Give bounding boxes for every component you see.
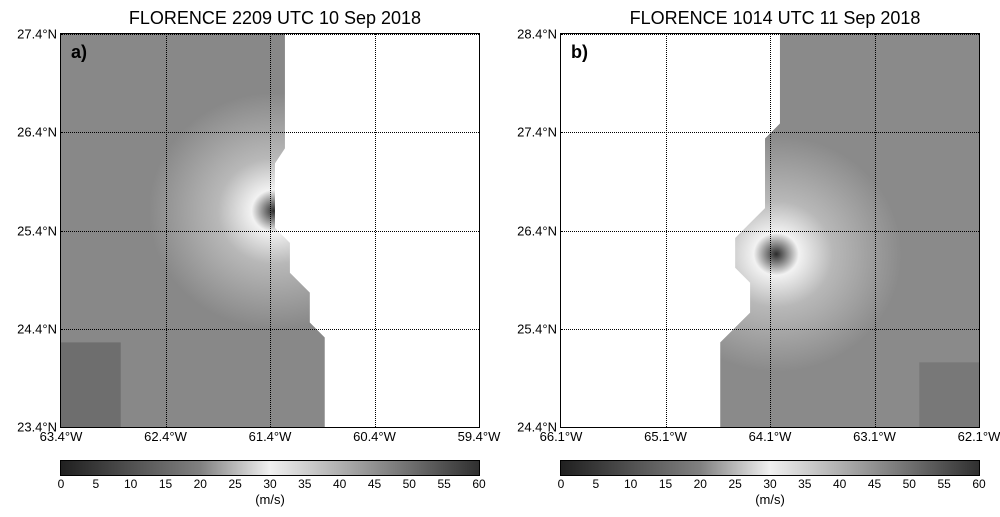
cbar-tick: 35 [298,475,311,491]
xtick: 65.1°W [644,427,687,444]
panel-a: FLORENCE 2209 UTC 10 Sep 2018 [60,8,490,507]
panel-a-title: FLORENCE 2209 UTC 10 Sep 2018 [60,8,490,29]
panel-b-colorbar: 0 5 10 15 20 25 30 35 40 45 50 55 60 (m/… [560,460,980,507]
cbar-tick: 10 [124,475,137,491]
panel-b-title: FLORENCE 1014 UTC 11 Sep 2018 [560,8,990,29]
cbar-tick: 40 [833,475,846,491]
cbar-tick: 0 [58,475,65,491]
cbar-tick: 60 [972,475,985,491]
cbar-tick: 50 [403,475,416,491]
ytick: 25.4°N [17,223,61,238]
cbar-tick: 20 [694,475,707,491]
cbar-tick: 30 [763,475,776,491]
panel-b: FLORENCE 1014 UTC 11 Sep 2018 [560,8,990,507]
colorbar-a-bar: 0 5 10 15 20 25 30 35 40 45 50 55 60 [60,460,480,476]
colorbar-b-bar: 0 5 10 15 20 25 30 35 40 45 50 55 60 [560,460,980,476]
xtick: 66.1°W [540,427,583,444]
cbar-tick: 35 [798,475,811,491]
panel-b-label: b) [571,42,588,63]
colorbar-a-label: (m/s) [60,492,480,507]
cbar-tick: 40 [333,475,346,491]
cbar-tick: 25 [728,475,741,491]
figure-panels: FLORENCE 2209 UTC 10 Sep 2018 [0,8,1000,507]
cbar-tick: 55 [437,475,450,491]
cbar-tick: 55 [937,475,950,491]
cbar-tick: 10 [624,475,637,491]
xtick: 63.4°W [40,427,83,444]
panel-a-colorbar: 0 5 10 15 20 25 30 35 40 45 50 55 60 (m/… [60,460,480,507]
panel-b-plot: 28.4°N 27.4°N 26.4°N 25.4°N 24.4°N 66.1°… [560,33,980,428]
cbar-tick: 25 [228,475,241,491]
cbar-tick: 60 [472,475,485,491]
cbar-tick: 0 [558,475,565,491]
ytick: 26.4°N [517,223,561,238]
xtick: 63.1°W [853,427,896,444]
cbar-tick: 5 [92,475,99,491]
ytick: 26.4°N [17,125,61,140]
ytick: 25.4°N [517,321,561,336]
ytick: 24.4°N [17,321,61,336]
ytick: 28.4°N [517,27,561,42]
colorbar-b-label: (m/s) [560,492,980,507]
cbar-tick: 20 [194,475,207,491]
cbar-tick: 50 [903,475,916,491]
xtick: 64.1°W [749,427,792,444]
xtick: 62.1°W [958,427,1000,444]
cbar-tick: 15 [659,475,672,491]
cbar-tick: 45 [368,475,381,491]
cbar-tick: 45 [868,475,881,491]
ytick: 27.4°N [17,27,61,42]
xtick: 61.4°W [249,427,292,444]
xtick: 62.4°W [144,427,187,444]
ytick: 27.4°N [517,125,561,140]
xtick: 59.4°W [458,427,501,444]
cbar-tick: 5 [592,475,599,491]
cbar-tick: 15 [159,475,172,491]
cbar-tick: 30 [263,475,276,491]
panel-a-label: a) [71,42,87,63]
panel-a-plot: 27.4°N 26.4°N 25.4°N 24.4°N 23.4°N 63.4°… [60,33,480,428]
xtick: 60.4°W [353,427,396,444]
